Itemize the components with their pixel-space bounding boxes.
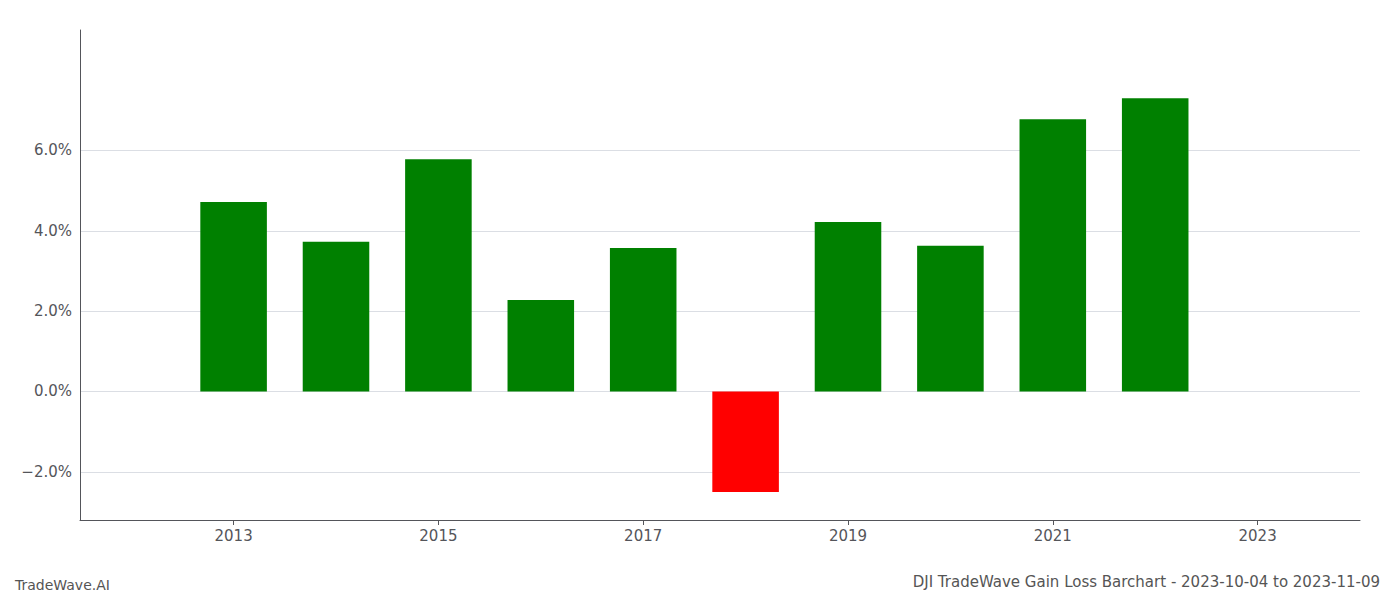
svg-text:−2.0%: −2.0% (21, 463, 72, 481)
svg-text:2021: 2021 (1034, 527, 1072, 545)
svg-text:2015: 2015 (419, 527, 457, 545)
svg-text:2017: 2017 (624, 527, 662, 545)
svg-text:DJI TradeWave Gain Loss Barcha: DJI TradeWave Gain Loss Barchart - 2023-… (913, 573, 1380, 591)
svg-text:4.0%: 4.0% (34, 222, 72, 240)
svg-text:2.0%: 2.0% (34, 302, 72, 320)
svg-text:2013: 2013 (215, 527, 253, 545)
svg-text:6.0%: 6.0% (34, 141, 72, 159)
svg-text:TradeWave.AI: TradeWave.AI (14, 577, 110, 593)
svg-text:2019: 2019 (829, 527, 867, 545)
svg-text:2023: 2023 (1239, 527, 1277, 545)
svg-text:0.0%: 0.0% (34, 382, 72, 400)
